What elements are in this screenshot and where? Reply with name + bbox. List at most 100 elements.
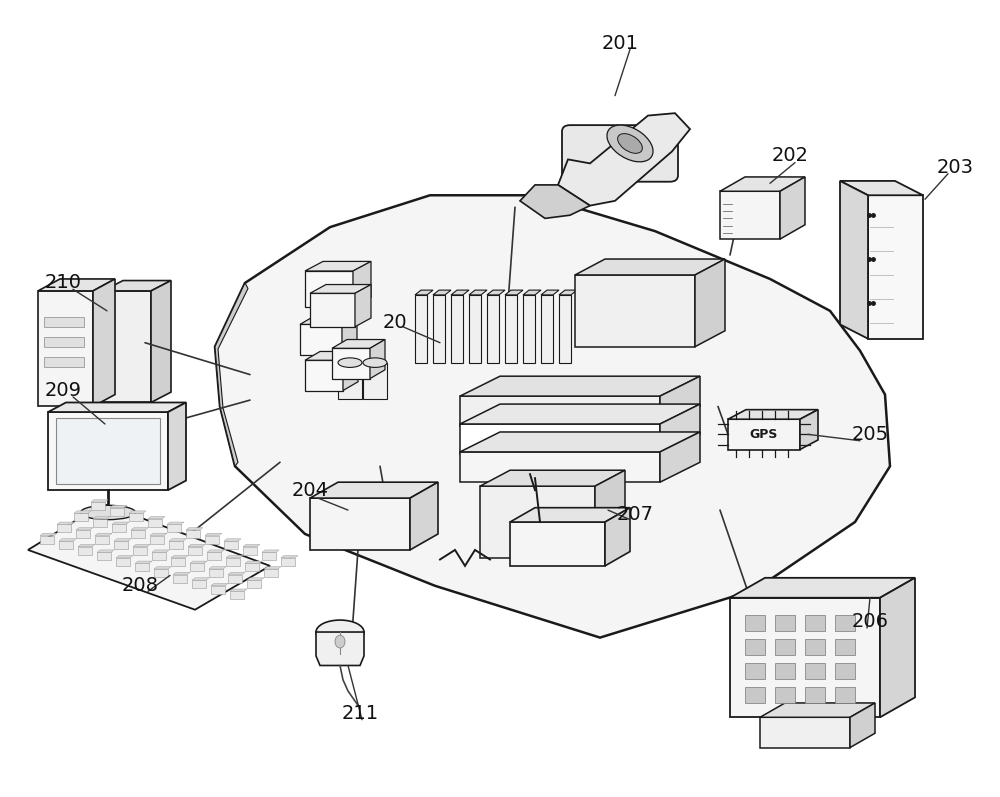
Polygon shape — [415, 290, 433, 295]
Polygon shape — [523, 295, 535, 363]
Polygon shape — [129, 513, 143, 521]
Bar — [775, 615, 795, 631]
Bar — [775, 663, 795, 679]
Polygon shape — [135, 561, 152, 563]
Polygon shape — [57, 524, 71, 532]
Polygon shape — [243, 547, 257, 555]
Polygon shape — [171, 556, 188, 558]
Polygon shape — [247, 578, 264, 580]
Text: 201: 201 — [602, 34, 639, 53]
Text: 211: 211 — [341, 704, 379, 723]
Polygon shape — [91, 502, 105, 510]
Polygon shape — [209, 569, 223, 577]
Polygon shape — [523, 290, 541, 295]
Polygon shape — [730, 598, 880, 717]
Polygon shape — [264, 567, 281, 569]
Bar — [44, 337, 84, 347]
Polygon shape — [760, 703, 875, 717]
Polygon shape — [281, 556, 298, 558]
Polygon shape — [103, 291, 151, 402]
Polygon shape — [230, 589, 247, 591]
Bar — [835, 639, 855, 655]
Polygon shape — [95, 533, 112, 536]
Polygon shape — [505, 290, 523, 295]
Bar — [775, 639, 795, 655]
Ellipse shape — [618, 134, 642, 153]
Polygon shape — [605, 508, 630, 566]
Polygon shape — [840, 181, 868, 339]
Polygon shape — [76, 530, 90, 538]
Polygon shape — [211, 583, 228, 586]
Polygon shape — [510, 508, 630, 522]
Polygon shape — [169, 541, 183, 549]
Bar — [835, 615, 855, 631]
Polygon shape — [695, 259, 725, 347]
Polygon shape — [310, 285, 371, 293]
Polygon shape — [74, 511, 91, 513]
Polygon shape — [230, 591, 244, 599]
Polygon shape — [575, 259, 725, 275]
Polygon shape — [95, 536, 109, 544]
Polygon shape — [460, 404, 700, 424]
Polygon shape — [74, 513, 88, 521]
Polygon shape — [91, 500, 108, 502]
Polygon shape — [410, 482, 438, 550]
Polygon shape — [264, 569, 278, 577]
Polygon shape — [110, 508, 124, 516]
Polygon shape — [133, 547, 147, 555]
Polygon shape — [48, 402, 186, 412]
Polygon shape — [370, 340, 385, 379]
Polygon shape — [850, 703, 875, 748]
Polygon shape — [40, 533, 57, 536]
Polygon shape — [343, 351, 358, 391]
Polygon shape — [316, 632, 364, 665]
Polygon shape — [205, 536, 219, 544]
Polygon shape — [433, 295, 445, 363]
Polygon shape — [460, 376, 700, 396]
Polygon shape — [224, 541, 238, 549]
FancyBboxPatch shape — [562, 125, 678, 182]
Bar — [745, 615, 765, 631]
Polygon shape — [305, 351, 358, 360]
Polygon shape — [207, 550, 224, 552]
Polygon shape — [135, 563, 149, 571]
Polygon shape — [76, 528, 93, 530]
Polygon shape — [188, 547, 202, 555]
Polygon shape — [167, 524, 181, 532]
Ellipse shape — [316, 620, 364, 644]
Polygon shape — [131, 530, 145, 538]
Polygon shape — [460, 424, 660, 454]
Bar — [775, 687, 795, 703]
Polygon shape — [112, 524, 126, 532]
Polygon shape — [152, 552, 166, 560]
Polygon shape — [262, 550, 279, 552]
Polygon shape — [559, 290, 577, 295]
Text: 204: 204 — [292, 481, 328, 500]
Polygon shape — [305, 261, 371, 271]
Ellipse shape — [338, 358, 362, 367]
Bar — [835, 663, 855, 679]
Polygon shape — [480, 486, 595, 558]
Text: 205: 205 — [851, 425, 889, 444]
Polygon shape — [353, 261, 371, 307]
Polygon shape — [541, 295, 553, 363]
Polygon shape — [103, 281, 171, 291]
Polygon shape — [310, 482, 438, 498]
Polygon shape — [800, 410, 818, 450]
Polygon shape — [728, 419, 800, 450]
Polygon shape — [505, 295, 517, 363]
Polygon shape — [224, 539, 241, 541]
Bar — [805, 687, 825, 703]
Polygon shape — [173, 575, 187, 583]
Polygon shape — [228, 575, 242, 583]
Polygon shape — [133, 544, 150, 547]
Text: 208: 208 — [122, 576, 158, 595]
Polygon shape — [97, 552, 111, 560]
Bar — [44, 317, 84, 327]
Polygon shape — [228, 572, 245, 575]
Text: 209: 209 — [44, 381, 82, 400]
Polygon shape — [355, 285, 371, 327]
Polygon shape — [520, 185, 590, 218]
Polygon shape — [415, 295, 427, 363]
Polygon shape — [78, 544, 95, 547]
